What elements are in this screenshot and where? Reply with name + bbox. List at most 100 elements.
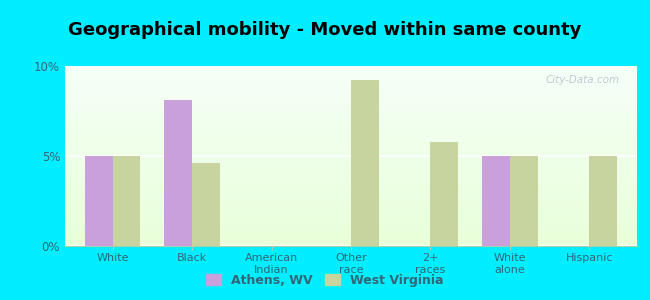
Bar [65, 229, 637, 230]
Bar [65, 174, 637, 175]
Bar [65, 84, 637, 85]
Bar [590, 156, 617, 246]
Bar [65, 79, 637, 80]
Bar [65, 110, 637, 111]
Bar [65, 95, 637, 96]
Bar [65, 236, 637, 237]
Bar [65, 190, 637, 191]
Bar [65, 203, 637, 204]
Bar [192, 163, 220, 246]
Bar [65, 154, 637, 155]
Bar [65, 67, 637, 68]
Bar [65, 188, 637, 189]
Bar [65, 150, 637, 151]
Bar [65, 198, 637, 199]
Bar [65, 143, 637, 144]
Bar [65, 225, 637, 226]
Bar [65, 155, 637, 156]
Bar [65, 73, 637, 74]
Bar [65, 171, 637, 172]
Bar [65, 165, 637, 166]
Bar [65, 163, 637, 164]
Bar [65, 185, 637, 186]
Bar [65, 178, 637, 179]
Bar [65, 76, 637, 77]
Bar [65, 206, 637, 207]
Bar [65, 222, 637, 223]
Bar [65, 216, 637, 217]
Bar [65, 159, 637, 160]
Bar [65, 169, 637, 170]
Bar [65, 81, 637, 82]
Bar [65, 125, 637, 126]
Bar [65, 157, 637, 158]
Bar [65, 108, 637, 109]
Bar [65, 113, 637, 114]
Bar [65, 86, 637, 87]
Bar [65, 136, 637, 137]
Bar [65, 175, 637, 176]
Bar [65, 107, 637, 108]
Bar [65, 149, 637, 150]
Bar [65, 241, 637, 242]
Bar [65, 137, 637, 138]
Bar [65, 201, 637, 202]
Bar [65, 138, 637, 139]
Bar [65, 75, 637, 76]
Bar [65, 114, 637, 115]
Bar [65, 77, 637, 78]
Bar [65, 91, 637, 92]
Bar [65, 94, 637, 95]
Bar [65, 161, 637, 162]
Bar [65, 127, 637, 128]
Bar [65, 160, 637, 161]
Bar [65, 191, 637, 192]
Bar [65, 200, 637, 201]
Bar [65, 232, 637, 233]
Bar [65, 141, 637, 142]
Bar [65, 112, 637, 113]
Bar [65, 195, 637, 196]
Bar [65, 212, 637, 213]
Bar [65, 121, 637, 122]
Bar [65, 223, 637, 224]
Bar [65, 88, 637, 89]
Bar [65, 82, 637, 83]
Bar [65, 242, 637, 243]
Bar [65, 239, 637, 240]
Bar [65, 111, 637, 112]
Text: City-Data.com: City-Data.com [546, 75, 620, 85]
Bar [65, 237, 637, 238]
Bar [65, 182, 637, 183]
Bar [65, 97, 637, 98]
Bar [65, 166, 637, 167]
Bar [65, 68, 637, 69]
Bar [65, 80, 637, 81]
Bar [65, 202, 637, 203]
Bar [65, 85, 637, 86]
Bar [65, 89, 637, 90]
Bar [65, 72, 637, 73]
Bar [65, 87, 637, 88]
Bar [65, 131, 637, 132]
Bar [65, 177, 637, 178]
Bar [65, 210, 637, 211]
Bar [65, 83, 637, 84]
Bar [65, 129, 637, 130]
Bar [65, 139, 637, 140]
Bar [65, 140, 637, 141]
Bar [65, 196, 637, 197]
Bar [65, 238, 637, 239]
Bar [65, 230, 637, 231]
Bar [65, 181, 637, 182]
Bar [65, 152, 637, 153]
Bar [65, 135, 637, 136]
Bar [65, 92, 637, 93]
Bar [65, 243, 637, 244]
Bar [65, 96, 637, 97]
Bar [65, 186, 637, 187]
Bar [65, 156, 637, 157]
Bar [65, 124, 637, 125]
Bar [65, 169, 637, 170]
Bar [65, 144, 637, 145]
